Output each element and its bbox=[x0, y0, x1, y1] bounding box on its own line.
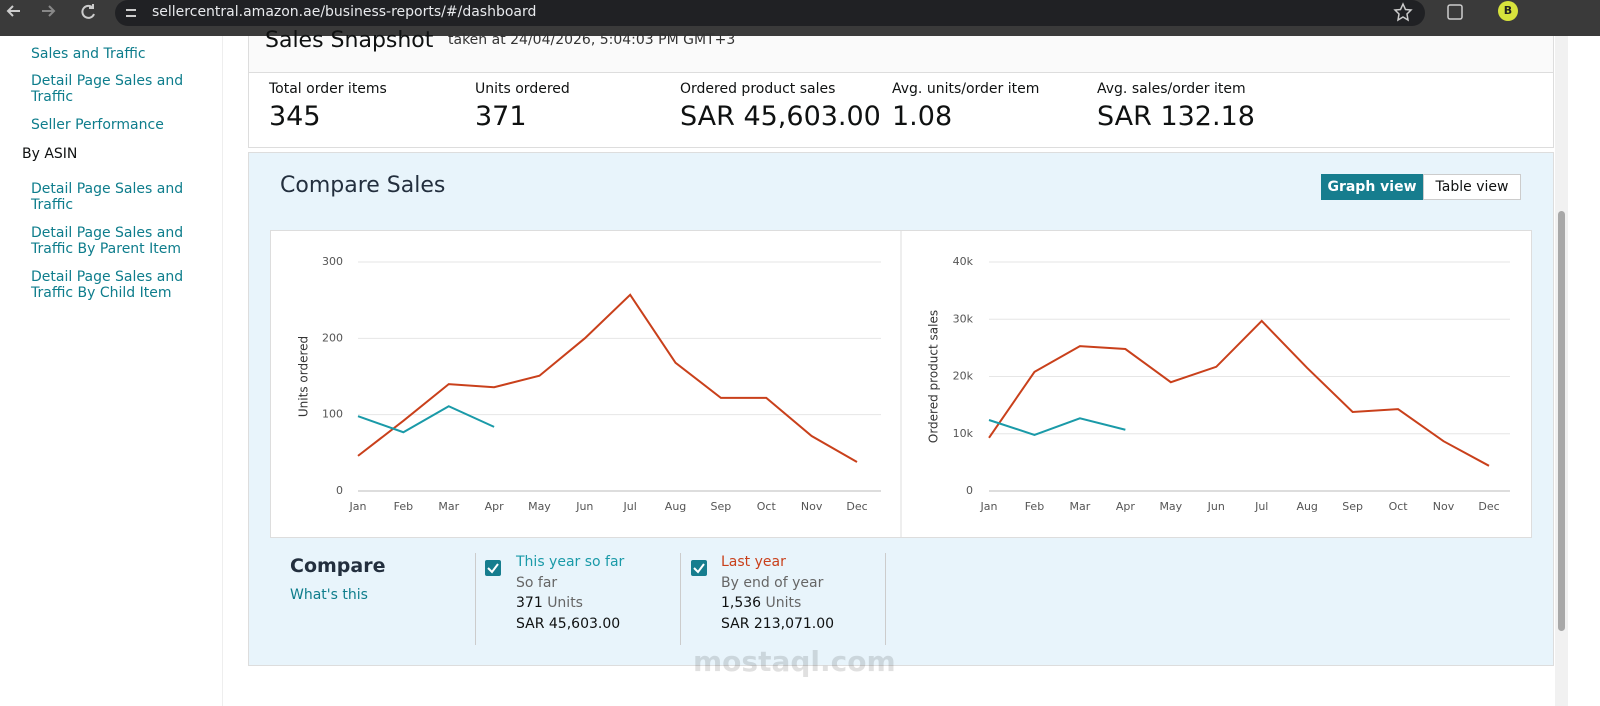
checkbox[interactable] bbox=[691, 560, 707, 576]
x-tick-label: Feb bbox=[394, 500, 413, 513]
scrollbar[interactable] bbox=[1555, 36, 1568, 706]
y-tick-label: 40k bbox=[953, 255, 974, 268]
url-text: sellercentral.amazon.ae/business-reports… bbox=[152, 4, 537, 20]
separator bbox=[475, 553, 476, 645]
legend-name: This year so far bbox=[516, 554, 625, 570]
series-line bbox=[988, 417, 1126, 436]
sidebar-link[interactable]: Sales and Traffic bbox=[31, 46, 146, 62]
graph-view-button[interactable]: Graph view bbox=[1321, 174, 1423, 200]
x-tick-label: Jan bbox=[349, 500, 367, 513]
separator bbox=[680, 553, 681, 645]
x-tick-label: Mar bbox=[1070, 500, 1091, 513]
units-value: 371 bbox=[516, 595, 543, 611]
x-tick-label: Jun bbox=[575, 500, 593, 513]
y-axis-label: Ordered product sales bbox=[927, 310, 941, 443]
x-tick-label: Mar bbox=[438, 500, 459, 513]
address-bar[interactable]: sellercentral.amazon.ae/business-reports… bbox=[115, 0, 1425, 26]
x-tick-label: Apr bbox=[1116, 500, 1136, 513]
charts: 0 100 200 300 Units ordered Jan Feb Mar Apr May Ju… bbox=[297, 231, 1510, 537]
series-line bbox=[357, 405, 495, 434]
snapshot-time: taken at 24/04/2026, 5:04:03 PM GMT+3 bbox=[448, 32, 736, 48]
x-tick-label: Oct bbox=[1389, 500, 1409, 513]
x-tick-label: May bbox=[528, 500, 551, 513]
compare-title: Compare bbox=[290, 555, 386, 577]
y-tick-label: 20k bbox=[953, 370, 974, 383]
sales: SAR 213,071.00 bbox=[721, 616, 835, 632]
snapshot-title: Sales Snapshot bbox=[265, 28, 434, 53]
x-tick-label: Jun bbox=[1207, 500, 1225, 513]
metric-value: 345 bbox=[269, 101, 321, 132]
y-tick-label: 0 bbox=[966, 484, 973, 497]
metric-value: SAR 132.18 bbox=[1097, 101, 1255, 132]
x-tick-label: Sep bbox=[711, 500, 732, 513]
metric-value: 1.08 bbox=[892, 101, 953, 132]
site-icon bbox=[126, 9, 136, 17]
browser-bar: sellercentral.amazon.ae/business-reports… bbox=[0, 0, 1600, 36]
y-tick-label: 10k bbox=[953, 427, 974, 440]
y-tick-label: 300 bbox=[322, 255, 343, 268]
x-tick-label: Dec bbox=[1478, 500, 1499, 513]
chart-box: 0 100 200 300 Units ordered Jan Feb Mar Apr May Ju… bbox=[270, 230, 1532, 538]
x-tick-label: Nov bbox=[801, 500, 823, 513]
x-tick-label: Feb bbox=[1025, 500, 1044, 513]
series-line bbox=[357, 293, 858, 463]
y-tick-label: 100 bbox=[322, 408, 343, 421]
units: 371 Units bbox=[516, 595, 583, 611]
snapshot-metrics: Total order items 345 Units ordered 371 … bbox=[248, 72, 1554, 148]
y-axis-label: Units ordered bbox=[297, 336, 311, 417]
x-tick-label: Aug bbox=[1296, 500, 1317, 513]
period: So far bbox=[516, 575, 558, 591]
sidebar-link[interactable]: Detail Page Sales and Traffic By Child I… bbox=[31, 269, 184, 301]
units: 1,536 Units bbox=[721, 595, 801, 611]
scroll-thumb[interactable] bbox=[1558, 211, 1565, 631]
units-value: 1,536 bbox=[721, 595, 762, 611]
y-tick-label: 200 bbox=[322, 331, 343, 344]
metric-label: Ordered product sales bbox=[680, 81, 836, 97]
toolbar-icons: B bbox=[1393, 1, 1518, 22]
units-label: Units bbox=[765, 595, 802, 611]
sidebar-link[interactable]: Seller Performance bbox=[31, 117, 164, 133]
avatar[interactable]: B bbox=[1504, 4, 1512, 17]
period: By end of year bbox=[721, 575, 824, 591]
sidebar-link[interactable]: Detail Page Sales and Traffic bbox=[31, 181, 184, 213]
sales: SAR 45,603.00 bbox=[516, 616, 621, 632]
metric-label: Avg. sales/order item bbox=[1097, 81, 1246, 97]
metric-label: Avg. units/order item bbox=[892, 81, 1040, 97]
x-tick-label: Aug bbox=[665, 500, 686, 513]
help-link[interactable]: What's this bbox=[290, 587, 368, 603]
x-tick-label: Oct bbox=[757, 500, 777, 513]
x-tick-label: May bbox=[1159, 500, 1182, 513]
snapshot-header: Sales Snapshot taken at 24/04/2026, 5:04… bbox=[248, 28, 1554, 73]
y-tick-label: 30k bbox=[953, 312, 974, 325]
separator bbox=[885, 553, 886, 645]
series-line bbox=[988, 319, 1490, 467]
y-tick-label: 0 bbox=[336, 484, 343, 497]
x-tick-label: Dec bbox=[846, 500, 867, 513]
x-tick-label: Sep bbox=[1342, 500, 1363, 513]
sidebar: Sales and Traffic Detail Page Sales and … bbox=[0, 36, 223, 706]
x-tick-label: Jul bbox=[1254, 500, 1268, 513]
sidebar-link[interactable]: Detail Page Sales and Traffic By Parent … bbox=[31, 225, 184, 257]
table-view-button[interactable]: Table view bbox=[1423, 174, 1521, 200]
sidebar-section: By ASIN bbox=[22, 146, 78, 162]
nav-icons bbox=[6, 4, 95, 19]
checkbox[interactable] bbox=[485, 560, 501, 576]
legend-name: Last year bbox=[721, 554, 786, 570]
metric-value: SAR 45,603.00 bbox=[680, 101, 881, 132]
metric-label: Units ordered bbox=[475, 81, 570, 97]
metric-value: 371 bbox=[475, 101, 527, 132]
watermark: mostaql.com bbox=[693, 645, 896, 678]
units-label: Units bbox=[547, 595, 583, 611]
section-title: Compare Sales bbox=[280, 173, 446, 198]
x-tick-label: Jul bbox=[623, 500, 637, 513]
x-tick-label: Nov bbox=[1433, 500, 1455, 513]
x-tick-label: Jan bbox=[980, 500, 998, 513]
sidebar-link[interactable]: Detail Page Sales and Traffic bbox=[31, 73, 184, 105]
x-tick-label: Apr bbox=[485, 500, 505, 513]
metric-label: Total order items bbox=[269, 81, 387, 97]
